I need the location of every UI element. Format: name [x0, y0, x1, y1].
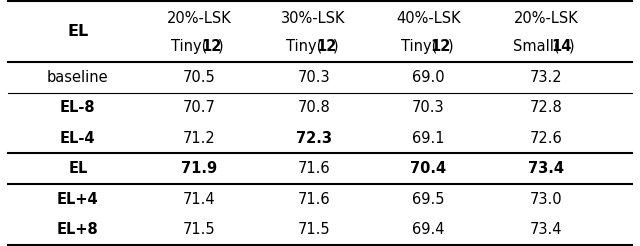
Text: baseline: baseline — [47, 70, 109, 85]
Text: 40%-LSK: 40%-LSK — [396, 11, 461, 26]
Text: 70.5: 70.5 — [182, 70, 215, 85]
Text: 69.1: 69.1 — [412, 131, 445, 146]
Text: 72.6: 72.6 — [530, 131, 563, 146]
Text: EL-8: EL-8 — [60, 100, 95, 115]
Text: 30%-LSK: 30%-LSK — [282, 11, 346, 26]
Text: EL: EL — [67, 24, 88, 39]
Text: 71.6: 71.6 — [298, 191, 330, 206]
Text: 73.4: 73.4 — [530, 222, 563, 237]
Text: 72.8: 72.8 — [530, 100, 563, 115]
Text: ): ) — [218, 39, 224, 54]
Text: 73.4: 73.4 — [528, 161, 564, 176]
Text: 73.0: 73.0 — [530, 191, 563, 206]
Text: 69.5: 69.5 — [412, 191, 445, 206]
Text: 71.5: 71.5 — [182, 222, 215, 237]
Text: EL-4: EL-4 — [60, 131, 95, 146]
Text: ): ) — [568, 39, 574, 54]
Text: EL+4: EL+4 — [57, 191, 99, 206]
Text: 14: 14 — [552, 39, 572, 54]
Text: 70.8: 70.8 — [297, 100, 330, 115]
Text: 70.7: 70.7 — [182, 100, 216, 115]
Text: 12: 12 — [202, 39, 221, 54]
Text: 12: 12 — [316, 39, 337, 54]
Text: Tiny(: Tiny( — [172, 39, 208, 54]
Text: EL: EL — [68, 161, 88, 176]
Text: 71.6: 71.6 — [298, 161, 330, 176]
Text: ): ) — [447, 39, 453, 54]
Text: 72.3: 72.3 — [296, 131, 332, 146]
Text: Tiny(: Tiny( — [401, 39, 437, 54]
Text: 71.9: 71.9 — [181, 161, 217, 176]
Text: Small(: Small( — [513, 39, 560, 54]
Text: EL+8: EL+8 — [57, 222, 99, 237]
Text: 73.2: 73.2 — [530, 70, 563, 85]
Text: 71.5: 71.5 — [298, 222, 330, 237]
Text: 69.4: 69.4 — [412, 222, 445, 237]
Text: 12: 12 — [431, 39, 451, 54]
Text: 70.4: 70.4 — [410, 161, 446, 176]
Text: 20%-LSK: 20%-LSK — [166, 11, 231, 26]
Text: Tiny(: Tiny( — [286, 39, 323, 54]
Text: 71.4: 71.4 — [182, 191, 215, 206]
Text: 20%-LSK: 20%-LSK — [514, 11, 579, 26]
Text: 70.3: 70.3 — [412, 100, 445, 115]
Text: ): ) — [333, 39, 339, 54]
Text: 71.2: 71.2 — [182, 131, 215, 146]
Text: 69.0: 69.0 — [412, 70, 445, 85]
Text: 70.3: 70.3 — [298, 70, 330, 85]
